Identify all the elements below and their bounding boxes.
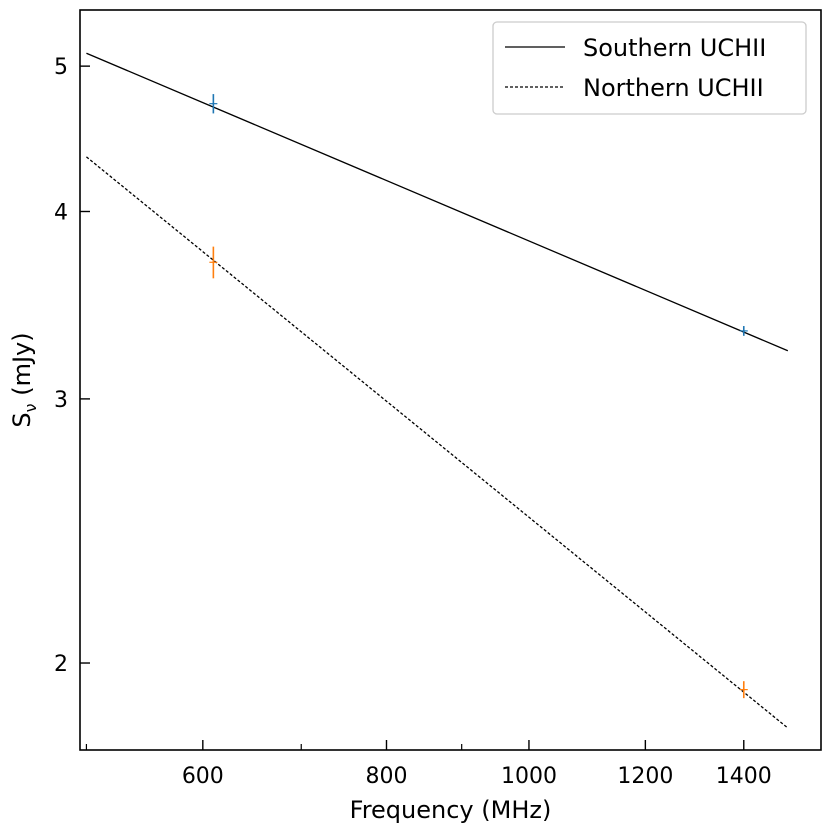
y-tick-label: 5	[54, 55, 68, 80]
y-axis-ticks: 2 3 4 5	[54, 55, 90, 677]
x-tick-label: 1400	[716, 764, 772, 789]
legend: Southern UCHII Northern UCHII	[492, 21, 807, 115]
x-tick-label: 1000	[501, 764, 557, 789]
y-tick-label: 4	[54, 200, 68, 225]
plot-frame	[79, 9, 822, 751]
legend-entry-southern: Southern UCHII	[583, 34, 766, 62]
legend-box	[492, 21, 807, 115]
x-axis-ticks: 600 800 1000 1200 1400	[85, 740, 772, 789]
x-axis-label: Frequency (MHz)	[350, 796, 552, 824]
series-line-southern	[86, 52, 789, 352]
y-axis-label-unit: (mJy)	[8, 332, 36, 403]
y-axis-label: Sν (mJy)	[8, 332, 40, 427]
x-tick-label: 1200	[617, 764, 673, 789]
y-axis-label-main: S	[8, 412, 36, 427]
x-tick-label: 600	[182, 764, 224, 789]
series-line-northern	[86, 156, 789, 729]
points-layer	[209, 94, 748, 699]
y-axis-label-subscript: ν	[21, 403, 40, 412]
legend-entry-northern: Northern UCHII	[583, 74, 764, 102]
x-tick-label: 800	[365, 764, 407, 789]
y-tick-label: 2	[54, 652, 68, 677]
series-layer	[86, 52, 789, 729]
y-tick-label: 3	[54, 388, 68, 413]
